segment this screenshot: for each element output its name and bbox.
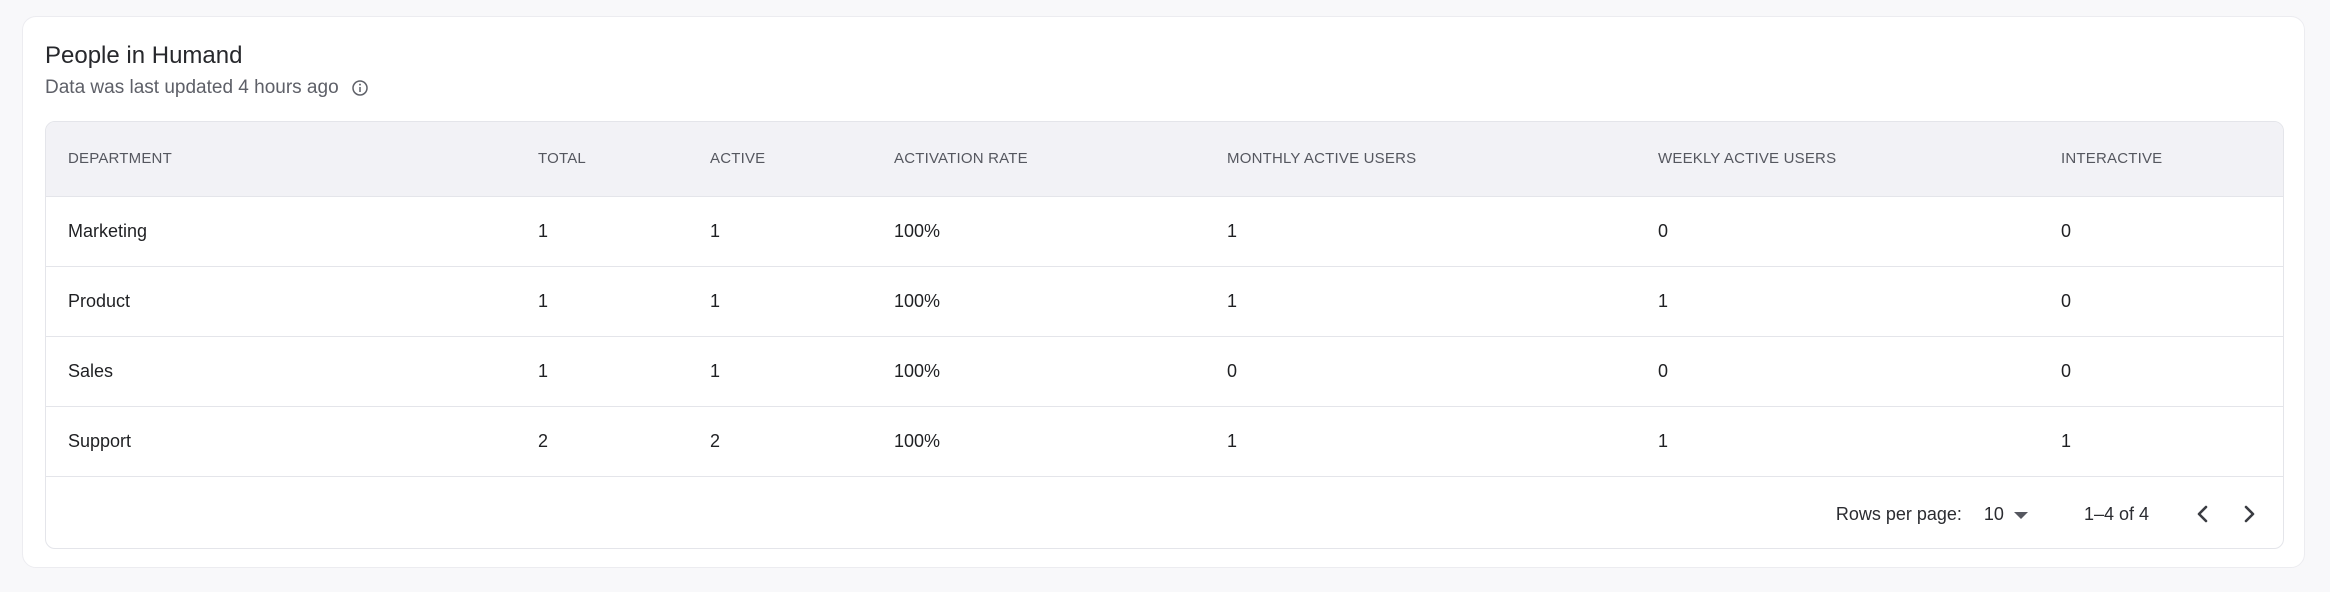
caret-down-icon (2013, 511, 2028, 519)
cell-total: 2 (538, 406, 710, 477)
cell-interactive: 0 (2061, 196, 2283, 267)
cell-weekly-active-users: 1 (1658, 406, 2061, 477)
cell-activation-rate: 100% (894, 196, 1227, 267)
column-header-total[interactable]: TOTAL (538, 122, 710, 197)
column-header-activation-rate[interactable]: ACTIVATION RATE (894, 122, 1227, 197)
last-updated-text: Data was last updated 4 hours ago (45, 77, 339, 98)
chevron-right-icon (2244, 505, 2255, 523)
column-header-active[interactable]: ACTIVE (710, 122, 894, 197)
pagination-range: 1–4 of 4 (2083, 503, 2149, 524)
table-pagination: Rows per page: 10 1–4 of 4 (1836, 480, 2283, 548)
cell-interactive: 0 (2061, 336, 2283, 407)
cell-activation-rate: 100% (894, 266, 1227, 337)
table-row[interactable]: Product 1 1 100% 1 1 0 (46, 266, 2283, 337)
rows-per-page-value: 10 (1983, 503, 2004, 524)
cell-interactive: 1 (2061, 406, 2283, 477)
cell-activation-rate: 100% (894, 336, 1227, 407)
cell-active: 1 (710, 336, 894, 407)
table-header-row: DEPARTMENT TOTAL ACTIVE ACTIVATION RATE … (46, 122, 2283, 197)
previous-page-button[interactable] (2183, 494, 2223, 534)
column-header-monthly-active-users[interactable]: MONTHLY ACTIVE USERS (1227, 122, 1658, 197)
info-icon[interactable] (351, 79, 369, 97)
cell-weekly-active-users: 0 (1658, 196, 2061, 267)
chevron-left-icon (2197, 505, 2208, 523)
next-page-button[interactable] (2229, 494, 2269, 534)
department-table: DEPARTMENT TOTAL ACTIVE ACTIVATION RATE … (45, 121, 2284, 549)
cell-department: Sales (46, 336, 538, 407)
cell-department: Marketing (46, 196, 538, 267)
rows-per-page-label: Rows per page: (1835, 503, 1962, 524)
cell-total: 1 (538, 196, 710, 267)
cell-department: Product (46, 266, 538, 337)
cell-monthly-active-users: 1 (1227, 406, 1658, 477)
cell-weekly-active-users: 0 (1658, 336, 2061, 407)
card-subtitle: Data was last updated 4 hours ago (45, 75, 369, 101)
cell-interactive: 0 (2061, 266, 2283, 337)
table-row[interactable]: Marketing 1 1 100% 1 0 0 (46, 196, 2283, 267)
column-header-weekly-active-users[interactable]: WEEKLY ACTIVE USERS (1658, 122, 2061, 197)
cell-active: 1 (710, 196, 894, 267)
table-row[interactable]: Support 2 2 100% 1 1 1 (46, 406, 2283, 477)
cell-weekly-active-users: 1 (1658, 266, 2061, 337)
column-header-interactive[interactable]: INTERACTIVE (2061, 122, 2283, 197)
cell-total: 1 (538, 266, 710, 337)
cell-total: 1 (538, 336, 710, 407)
column-header-department[interactable]: DEPARTMENT (46, 122, 538, 197)
cell-monthly-active-users: 1 (1227, 266, 1658, 337)
cell-monthly-active-users: 0 (1227, 336, 1658, 407)
table-row[interactable]: Sales 1 1 100% 0 0 0 (46, 336, 2283, 407)
card-title: People in Humand (45, 42, 243, 69)
cell-monthly-active-users: 1 (1227, 196, 1658, 267)
people-card: People in Humand Data was last updated 4… (22, 16, 2305, 568)
rows-per-page-select[interactable]: 10 (1984, 504, 2028, 525)
cell-activation-rate: 100% (894, 406, 1227, 477)
cell-active: 2 (710, 406, 894, 477)
cell-department: Support (46, 406, 538, 477)
cell-active: 1 (710, 266, 894, 337)
